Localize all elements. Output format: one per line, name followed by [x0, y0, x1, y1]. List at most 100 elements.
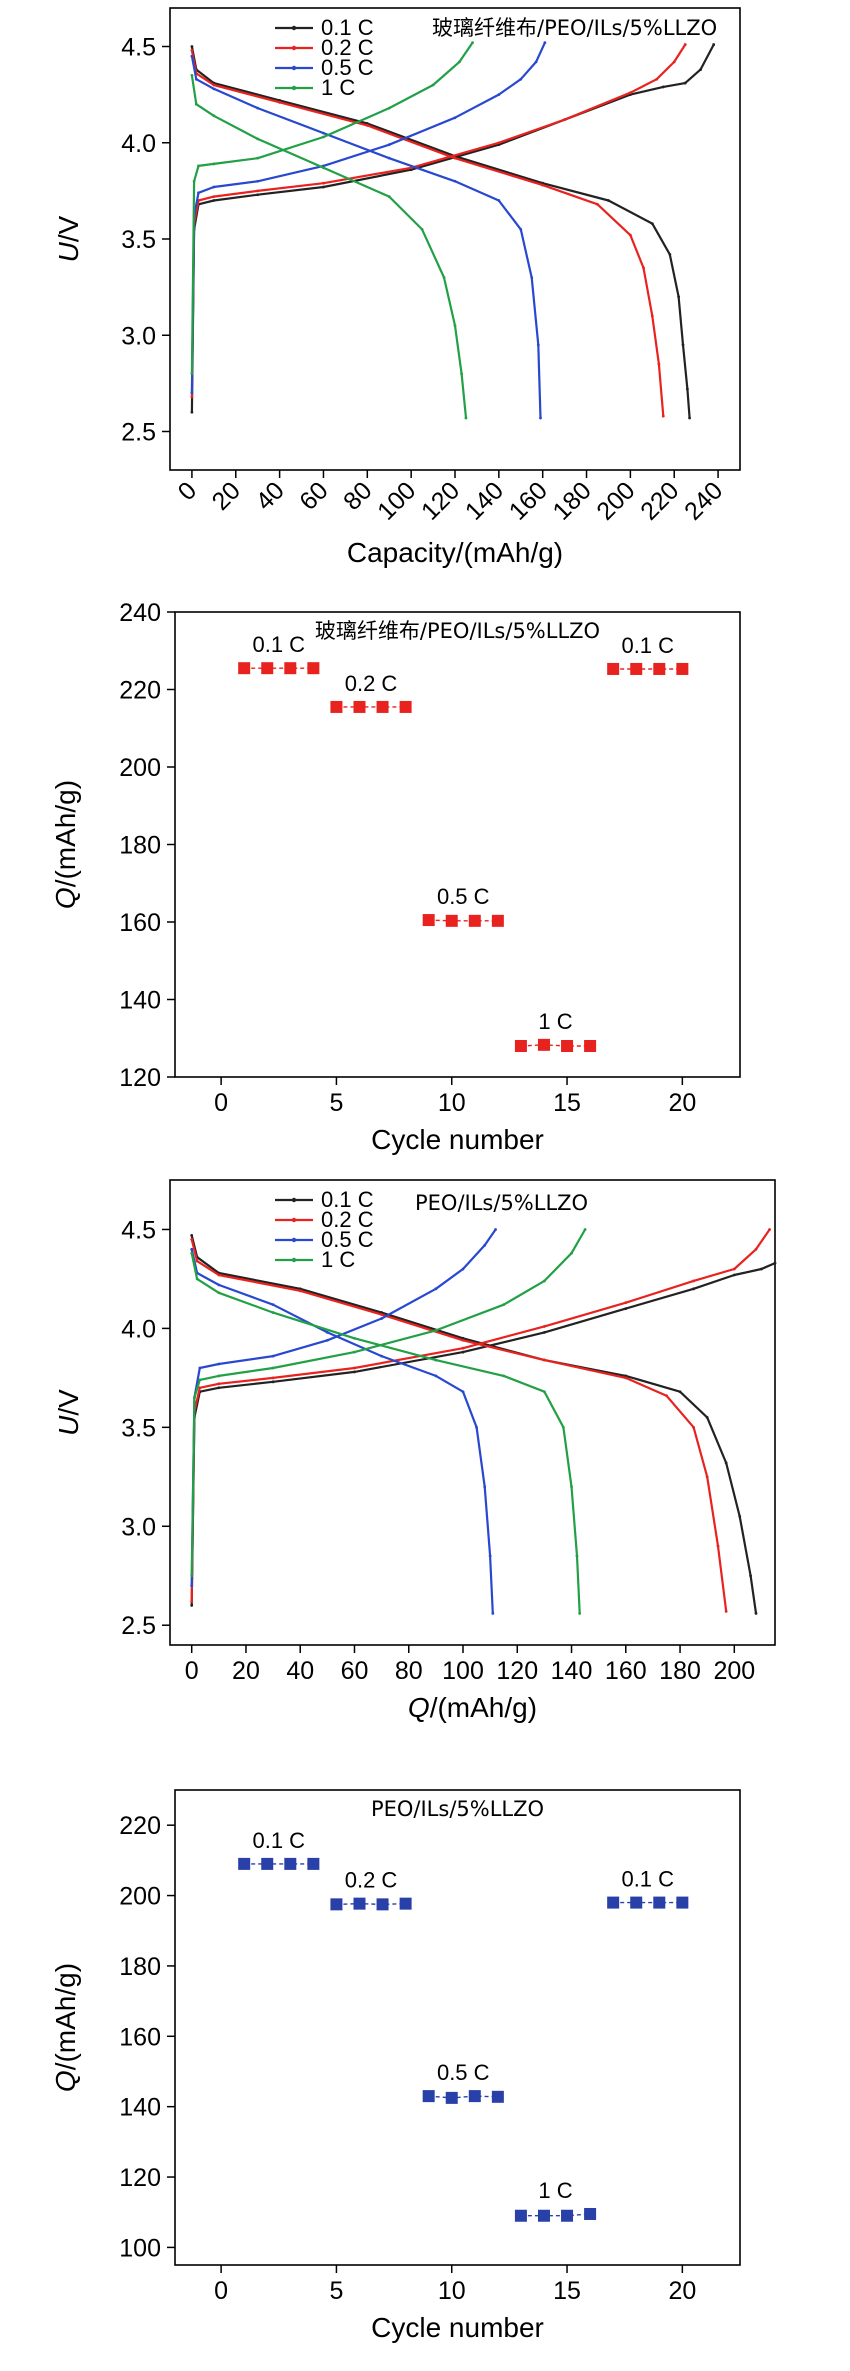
series-point [543, 41, 547, 45]
x-tick-label: 0 [173, 476, 203, 506]
series-point [502, 1303, 506, 1307]
legend-marker [291, 85, 297, 91]
y-tick-label: 200 [119, 754, 161, 782]
y-tick-label: 240 [119, 599, 161, 627]
series-point [271, 1376, 275, 1380]
series-1C-charge-line [190, 42, 474, 374]
data-point [445, 2091, 458, 2104]
y-axis-title-unit: /V [53, 215, 84, 242]
series-1C-discharge-line [190, 75, 468, 419]
plot-frame [174, 611, 741, 1078]
plot-frame [169, 1179, 776, 1646]
data-point [653, 662, 666, 675]
chart-title: PEO/ILs/5%LLZO [371, 1797, 544, 1821]
series-point [461, 1346, 465, 1350]
series-point [642, 266, 645, 270]
series-point [198, 1378, 202, 1382]
series-point [738, 1514, 742, 1518]
series-point [387, 156, 391, 160]
x-tick-label: 80 [395, 1657, 423, 1685]
x-tick-label: 200 [713, 1657, 755, 1685]
y-tick-label: 4.0 [121, 130, 156, 158]
data-point [514, 2209, 527, 2222]
legend-marker [291, 45, 297, 51]
series-point [353, 1370, 356, 1374]
series-point [380, 1317, 384, 1320]
y-tick-label: 2.5 [121, 1612, 156, 1640]
group-connector-line [520, 1044, 591, 1047]
series-point [542, 1279, 546, 1283]
data-point [376, 1898, 389, 1911]
series-point [298, 1289, 302, 1293]
series-point [624, 1307, 628, 1311]
data-point [353, 700, 366, 713]
y-tick-label: 3.0 [121, 1513, 156, 1541]
series-point [431, 83, 435, 87]
series-point [353, 1366, 356, 1370]
series-point [491, 1611, 495, 1615]
series-point [353, 1336, 356, 1340]
series-point [387, 143, 391, 147]
x-tick-label: 60 [341, 1657, 369, 1685]
series-point [387, 195, 391, 199]
series-point [212, 87, 216, 91]
x-tick-label: 20 [207, 476, 246, 515]
series-point [681, 343, 685, 347]
series-point [497, 93, 501, 97]
x-tick-label: 15 [553, 1089, 581, 1117]
x-axis-title: Q/(mAh/g) [408, 1692, 537, 1723]
series-point [692, 1425, 696, 1429]
y-tick-label: 3.5 [121, 226, 156, 254]
series-point [365, 124, 369, 127]
data-point [307, 662, 320, 675]
series-point [683, 81, 687, 85]
series-point [692, 1279, 696, 1283]
series-point [453, 179, 457, 183]
data-point [445, 914, 458, 927]
series-point [650, 222, 654, 226]
group-connector-line [428, 919, 498, 922]
data-point [307, 1857, 320, 1870]
y-tick-label: 180 [119, 832, 161, 860]
x-tick-label: 160 [605, 1657, 647, 1685]
series-point [212, 185, 216, 189]
series-point [325, 1338, 329, 1342]
series-point [298, 1287, 302, 1291]
series-point [198, 1386, 202, 1390]
series-point [217, 1291, 221, 1295]
series-point [732, 1273, 736, 1277]
data-point [676, 662, 689, 675]
x-axis-title-unit: /(mAh/g) [430, 1692, 537, 1723]
x-tick-label: 200 [591, 476, 640, 525]
data-point [491, 914, 504, 927]
data-point [607, 662, 620, 675]
series-point [194, 77, 198, 81]
series-point [194, 102, 198, 106]
series-point [541, 183, 545, 187]
group-connector-line [336, 1902, 406, 1906]
x-tick-label: 60 [294, 476, 333, 515]
y-tick-label: 220 [119, 677, 161, 705]
series-point [475, 1425, 478, 1429]
series-point [190, 1251, 194, 1255]
data-point [399, 700, 412, 713]
x-tick-label: 0 [185, 1657, 199, 1685]
series-point [542, 1390, 546, 1394]
y-tick-label: 4.5 [121, 34, 156, 62]
x-tick-label: 40 [250, 476, 289, 515]
series-point [692, 1287, 696, 1291]
series-0.1C-discharge-line [190, 1235, 758, 1614]
data-point [607, 1896, 620, 1909]
x-tick-label: 10 [438, 2277, 466, 2305]
series-point [195, 1277, 199, 1281]
series-0.2C-discharge-line [190, 50, 665, 417]
series-point [773, 1261, 777, 1265]
series-point [542, 1325, 546, 1328]
plot-frame [174, 1789, 741, 2266]
x-tick-label: 20 [668, 1089, 696, 1117]
data-point [353, 1897, 366, 1910]
rate-label: 0.1 C [252, 632, 305, 657]
y-axis-title-unit: /(mAh/g) [50, 780, 81, 887]
legend-label: 1 C [321, 1247, 355, 1272]
